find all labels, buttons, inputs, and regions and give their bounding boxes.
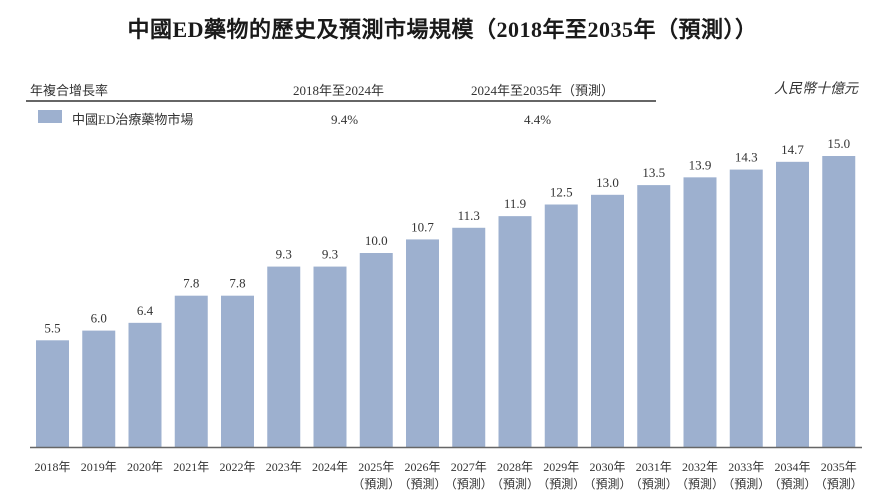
x-tick-note: （預測） bbox=[352, 477, 400, 491]
bar bbox=[36, 340, 69, 447]
cagr-divider bbox=[26, 100, 656, 102]
value-label: 7.8 bbox=[229, 276, 245, 291]
cagr-value-1: 9.4% bbox=[331, 112, 359, 127]
chart-title: 中國ED藥物的歷史及預測市場規模（2018年至2035年（預測）） bbox=[127, 17, 758, 42]
value-label: 11.9 bbox=[504, 196, 526, 211]
x-tick-label: 2031年 bbox=[636, 460, 672, 474]
bar bbox=[267, 266, 301, 447]
x-tick-note: （預測） bbox=[815, 477, 863, 491]
cagr-period-2: 2024年至2035年（預測） bbox=[471, 83, 615, 98]
value-label: 14.7 bbox=[781, 142, 804, 157]
value-label: 7.8 bbox=[183, 276, 199, 291]
value-label: 13.5 bbox=[642, 165, 665, 180]
x-tick-note: （預測） bbox=[630, 477, 678, 491]
value-label: 13.9 bbox=[689, 157, 712, 172]
x-tick-label: 2033年 bbox=[728, 460, 764, 474]
bar bbox=[359, 253, 393, 447]
value-label: 10.0 bbox=[365, 233, 388, 248]
x-tick-label: 2028年 bbox=[497, 460, 533, 474]
bar bbox=[729, 169, 763, 447]
value-label: 9.3 bbox=[276, 247, 292, 262]
value-label: 9.3 bbox=[322, 247, 338, 262]
value-label: 6.0 bbox=[91, 311, 107, 326]
cagr-value-2: 4.4% bbox=[524, 112, 552, 127]
value-label: 13.0 bbox=[596, 175, 619, 190]
x-tick-label: 2018年 bbox=[34, 460, 70, 474]
x-tick-label: 2032年 bbox=[682, 460, 718, 474]
x-tick-label: 2019年 bbox=[81, 460, 117, 474]
value-label: 14.3 bbox=[735, 150, 758, 165]
bar bbox=[406, 239, 439, 447]
bar bbox=[637, 185, 671, 447]
x-tick-label: 2020年 bbox=[127, 460, 163, 474]
bar bbox=[498, 216, 532, 447]
x-tick-label: 2023年 bbox=[266, 460, 302, 474]
value-label: 15.0 bbox=[827, 136, 850, 151]
bar bbox=[128, 322, 162, 447]
value-label: 5.5 bbox=[44, 320, 60, 335]
value-label: 12.5 bbox=[550, 185, 573, 200]
x-tick-note: （預測） bbox=[722, 477, 770, 491]
x-tick-label: 2027年 bbox=[451, 460, 487, 474]
value-label: 6.4 bbox=[137, 303, 154, 318]
x-tick-note: （預測） bbox=[583, 477, 631, 491]
x-tick-label: 2030年 bbox=[589, 460, 625, 474]
unit-label: 人民幣十億元 bbox=[774, 82, 858, 97]
bar bbox=[452, 227, 486, 447]
x-tick-label: 2029年 bbox=[543, 460, 579, 474]
x-tick-label: 2026年 bbox=[404, 460, 440, 474]
bar bbox=[591, 194, 624, 447]
value-label: 11.3 bbox=[458, 208, 480, 223]
bar bbox=[221, 295, 254, 447]
x-tick-note: （預測） bbox=[398, 477, 446, 491]
bar bbox=[776, 161, 809, 447]
x-tick-label: 2035年 bbox=[821, 460, 857, 474]
bar bbox=[683, 177, 717, 447]
x-tick-note: （預測） bbox=[537, 477, 585, 491]
cagr-header-label: 年複合增長率 bbox=[30, 83, 109, 98]
bar bbox=[82, 330, 116, 447]
x-tick-note: （預測） bbox=[676, 477, 724, 491]
legend-label: 中國ED治療藥物市場 bbox=[72, 112, 194, 127]
x-tick-label: 2034年 bbox=[774, 460, 810, 474]
x-tick-note: （預測） bbox=[445, 477, 493, 491]
bar bbox=[174, 295, 208, 447]
x-tick-note: （預測） bbox=[491, 477, 539, 491]
x-tick-note: （預測） bbox=[768, 477, 816, 491]
cagr-period-1: 2018年至2024年 bbox=[293, 83, 385, 98]
bar bbox=[313, 266, 347, 447]
x-tick-label: 2022年 bbox=[219, 460, 255, 474]
bar bbox=[544, 204, 578, 447]
legend-swatch bbox=[38, 110, 62, 123]
bar bbox=[822, 156, 856, 447]
value-label: 10.7 bbox=[411, 219, 434, 234]
x-tick-label: 2021年 bbox=[173, 460, 209, 474]
x-tick-label: 2024年 bbox=[312, 460, 348, 474]
x-tick-label: 2025年 bbox=[358, 460, 394, 474]
